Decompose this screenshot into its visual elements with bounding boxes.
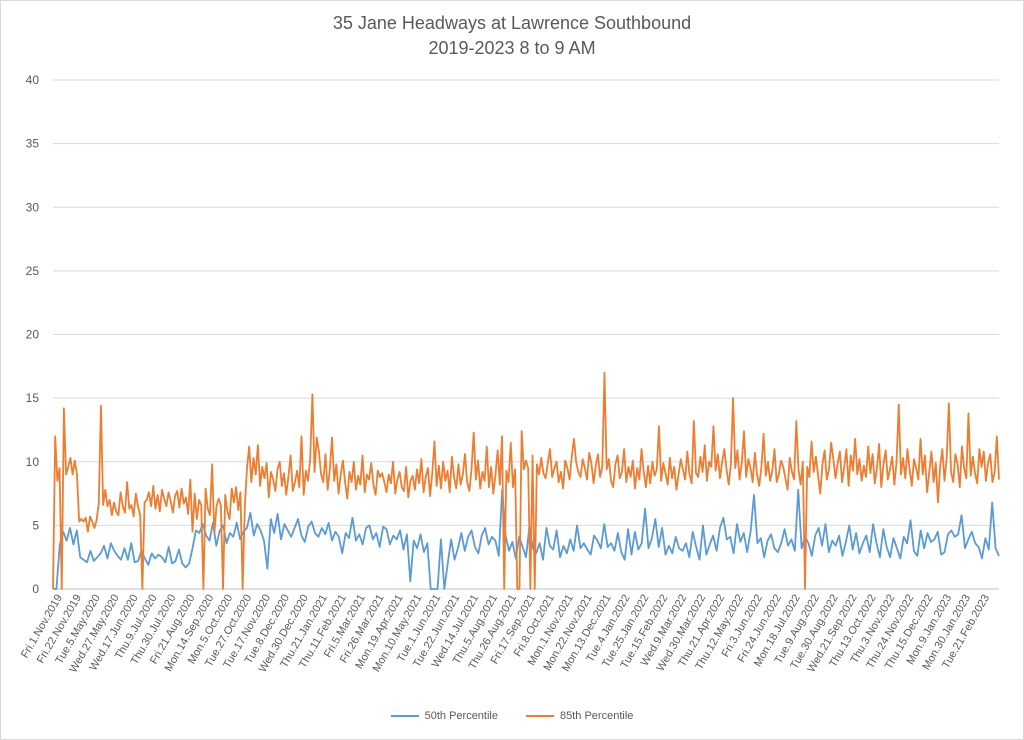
legend-label-50th: 50th Percentile [424, 710, 498, 722]
legend-item-85th: 85th Percentile [526, 710, 633, 722]
y-tick-label: 10 [26, 455, 40, 469]
chart-title-line1: 35 Jane Headways at Lawrence Southbound [332, 13, 692, 33]
y-tick-label: 15 [26, 391, 40, 405]
y-tick-label: 35 [26, 137, 40, 151]
y-tick-label: 5 [32, 518, 39, 532]
y-tick-label: 40 [26, 73, 40, 87]
series-line-85th-percentile [52, 371, 1000, 590]
y-tick-label: 20 [26, 328, 40, 342]
chart-title: 35 Jane Headways at Lawrence Southbound … [1, 11, 1023, 61]
y-tick-label: 30 [26, 200, 40, 214]
legend-swatch-85th [526, 715, 554, 717]
legend-label-85th: 85th Percentile [560, 710, 634, 722]
legend-item-50th: 50th Percentile [390, 710, 498, 722]
y-tick-label: 0 [32, 582, 39, 596]
series-line-50th-percentile [53, 488, 1000, 590]
y-tick-label: 25 [26, 264, 40, 278]
legend-swatch-50th [390, 715, 419, 717]
chart-subtitle: 2019-2023 8 to 9 AM [428, 38, 596, 58]
chart-legend: 50th Percentile 85th Percentile [1, 710, 1023, 722]
